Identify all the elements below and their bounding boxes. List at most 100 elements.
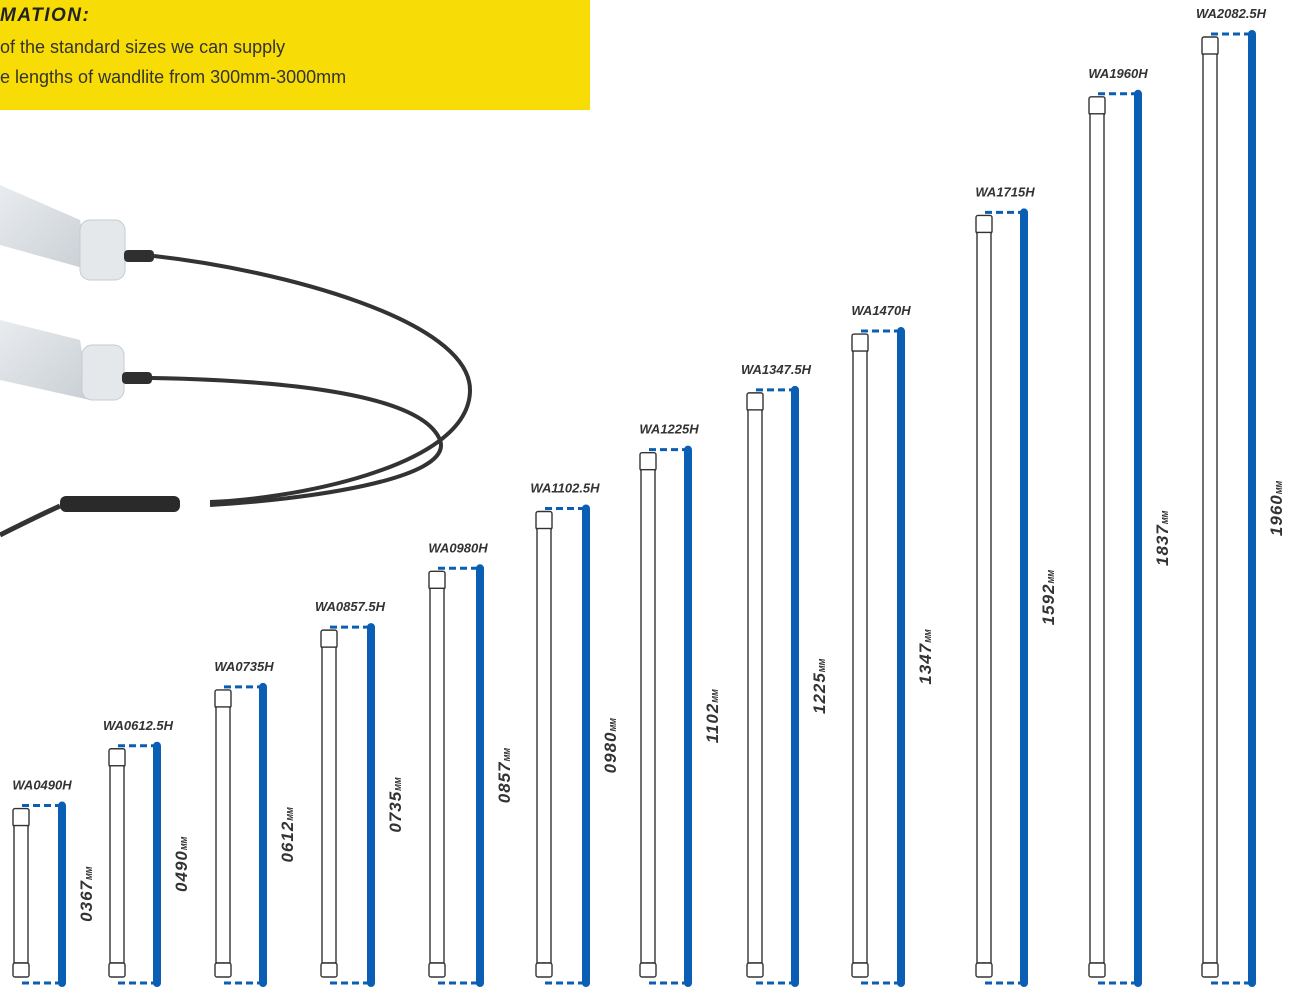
product-code-label: WA1347.5H — [741, 362, 812, 377]
tube-body — [536, 527, 552, 964]
tube-end-cap-bottom — [12, 962, 30, 978]
tube-end-cap-top — [975, 214, 993, 235]
tube-end-cap-top — [214, 689, 232, 709]
tube-body — [976, 231, 992, 964]
length-value: 0490 — [172, 850, 191, 892]
info-title: MATION: — [0, 5, 91, 26]
product-wa1347.5h: WA1347.5H 1225MM — [741, 362, 829, 987]
tube-end-cap-top — [1088, 96, 1106, 116]
length-value: 1102 — [703, 703, 722, 744]
product-wa1470h: WA1470H 1347MM — [851, 303, 935, 987]
product-wa1960h: WA1960H 1837MM — [1088, 66, 1172, 987]
product-code-label: WA1715H — [975, 184, 1035, 199]
product-code-label: WA0490H — [12, 778, 72, 793]
length-label: 1347MM — [916, 629, 935, 684]
product-code-label: WA1960H — [1088, 66, 1148, 81]
length-unit: MM — [1275, 481, 1284, 495]
length-label: 1592MM — [1039, 570, 1058, 625]
length-value: 1960 — [1267, 494, 1286, 536]
length-value: 1837 — [1153, 524, 1172, 566]
length-unit: MM — [711, 689, 720, 703]
product-wa1715h: WA1715H 1592MM — [975, 184, 1058, 987]
length-unit: MM — [286, 807, 295, 821]
length-unit: MM — [85, 866, 94, 880]
length-unit: MM — [609, 718, 618, 732]
length-label: 0490MM — [172, 836, 191, 891]
tube-end-cap-bottom — [108, 962, 126, 978]
product-wa0612.5h: WA0612.5H 0490MM — [103, 718, 191, 987]
length-label: 0980MM — [601, 718, 620, 773]
tube-end-cap-top — [108, 748, 126, 768]
length-value: 0735 — [386, 791, 405, 833]
info-banner: MATION: of the standard sizes we can sup… — [0, 0, 590, 110]
tube-end-cap-bottom — [1088, 962, 1106, 978]
tube-end-cap-top — [1201, 36, 1219, 56]
length-label: 0367MM — [77, 866, 96, 921]
length-unit: MM — [1047, 570, 1056, 584]
length-value: 0367 — [77, 879, 96, 921]
length-unit: MM — [394, 777, 403, 791]
length-value: 1592 — [1039, 583, 1058, 625]
product-code-label: WA2082.5H — [1196, 6, 1267, 21]
tube-end-cap-top — [639, 451, 657, 472]
tube-body — [429, 587, 445, 964]
tube-end-cap-top — [428, 570, 446, 590]
length-label: 1837MM — [1153, 510, 1172, 565]
length-unit: MM — [180, 836, 189, 850]
length-unit: MM — [503, 748, 512, 762]
length-label: 0857MM — [495, 748, 514, 803]
tube-end-cap-bottom — [639, 962, 657, 978]
tube-body — [852, 350, 868, 964]
length-label: 0612MM — [278, 807, 297, 862]
tube-end-cap-bottom — [975, 962, 993, 978]
length-label: 1960MM — [1267, 481, 1286, 536]
product-code-label: WA0735H — [214, 659, 274, 674]
tube-body — [1089, 113, 1105, 964]
tube-body — [747, 409, 763, 964]
tube-end-cap-bottom — [320, 962, 338, 978]
product-wa1225h: WA1225H 1102MM — [639, 422, 722, 987]
tube-end-cap-top — [320, 629, 338, 649]
product-code-label: WA1225H — [639, 422, 699, 437]
tube-body — [1202, 53, 1218, 964]
tube-end-cap-top — [851, 333, 869, 353]
length-unit: MM — [924, 629, 933, 643]
tube-body — [109, 765, 125, 964]
product-code-label: WA1102.5H — [530, 481, 600, 496]
tube-end-cap-bottom — [535, 962, 553, 978]
tube-end-cap-top — [535, 510, 553, 531]
wandlite-connector-photo — [0, 185, 473, 538]
tube-end-cap-bottom — [428, 962, 446, 978]
product-wa2082.5h: WA2082.5H 1960MM — [1196, 6, 1286, 987]
info-line-sizes: of the standard sizes we can supply — [0, 37, 286, 57]
product-code-label: WA1470H — [851, 303, 911, 318]
length-label: 1225MM — [810, 659, 829, 714]
product-code-label: WA0612.5H — [103, 718, 174, 733]
length-value: 1225 — [810, 672, 829, 714]
length-value: 0980 — [601, 732, 620, 774]
length-value: 0857 — [495, 761, 514, 803]
length-value: 0612 — [278, 821, 297, 863]
tube-body — [321, 646, 337, 964]
length-unit: MM — [818, 659, 827, 673]
tube-body — [640, 468, 656, 964]
product-wa0980h: WA0980H 0857MM — [428, 540, 514, 987]
product-wa1102.5h: WA1102.5H 0980MM — [530, 481, 620, 987]
tube-end-cap-bottom — [1201, 962, 1219, 978]
product-wa0857.5h: WA0857.5H 0735MM — [315, 599, 405, 987]
length-label: 0735MM — [386, 777, 405, 832]
product-code-label: WA0980H — [428, 540, 488, 555]
product-code-label: WA0857.5H — [315, 599, 386, 614]
tube-end-cap-bottom — [851, 962, 869, 978]
tube-body — [215, 706, 231, 964]
tube-body — [13, 824, 29, 964]
length-label: 1102MM — [703, 689, 722, 743]
product-wa0735h: WA0735H 0612MM — [214, 659, 297, 987]
length-value: 1347 — [916, 642, 935, 684]
info-line-lengths: e lengths of wandlite from 300mm-3000mm — [0, 67, 347, 87]
tube-end-cap-bottom — [746, 962, 764, 978]
tube-end-cap-top — [12, 807, 30, 828]
tube-end-cap-top — [746, 392, 764, 412]
tube-end-cap-bottom — [214, 962, 232, 978]
